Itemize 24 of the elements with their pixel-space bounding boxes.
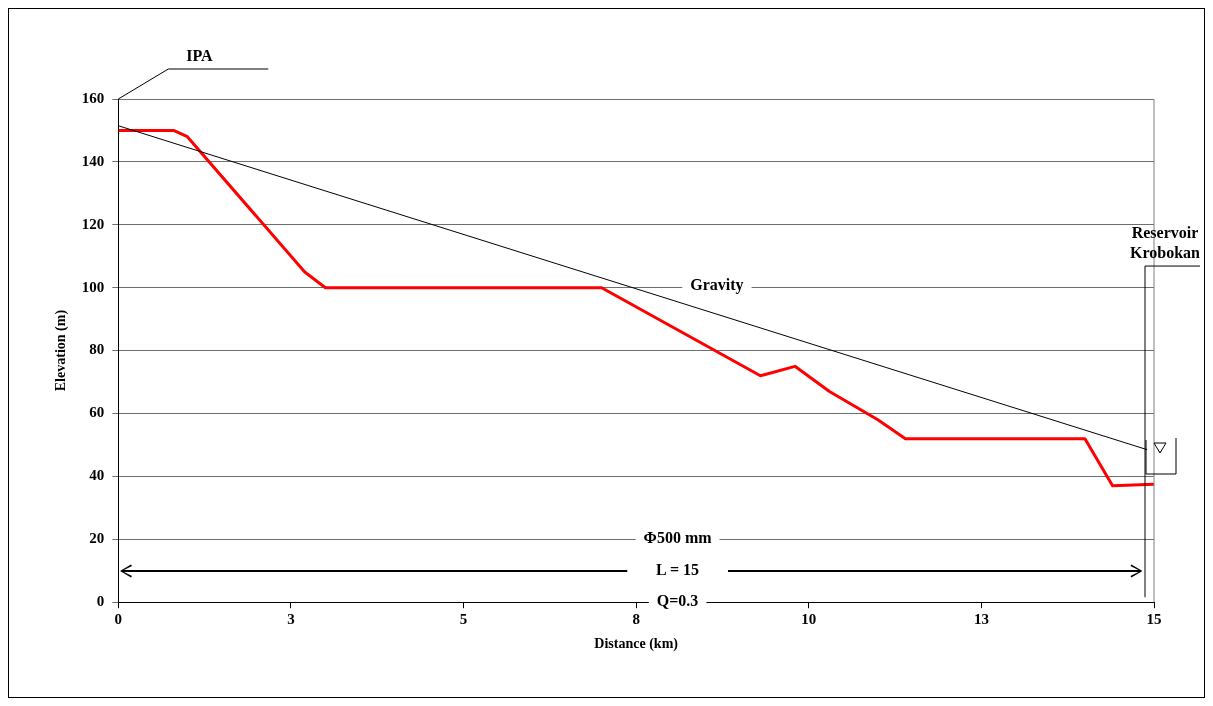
x-tick-label: 13 <box>973 611 989 628</box>
x-tick-label: 15 <box>1146 611 1162 628</box>
x-axis-title: Distance (km) <box>594 636 679 653</box>
text: IPA <box>186 47 214 65</box>
annotation: L = 15 <box>656 560 700 578</box>
y-tick-label: 0 <box>96 593 105 610</box>
annotation: Gravity <box>690 276 744 295</box>
x-tick-label: 3 <box>287 611 295 628</box>
annotation: Q=0.3 <box>656 592 699 610</box>
x-tick-label: 5 <box>459 611 468 628</box>
annotation: Reservoir Krobokan <box>1130 224 1201 262</box>
y-tick-label: 160 <box>81 89 105 106</box>
y-tick-label: 80 <box>89 341 105 358</box>
y-tick-label: 120 <box>81 215 105 232</box>
y-axis-title: Elevation (m) <box>53 309 70 392</box>
annotation: Φ500 mm <box>643 529 713 547</box>
x-tick-label: 10 <box>801 611 817 628</box>
x-tick-label: 0 <box>114 611 123 628</box>
y-tick-label: 100 <box>81 278 105 295</box>
y-tick-label: 40 <box>89 467 105 484</box>
x-tick-label: 8 <box>632 611 640 628</box>
y-tick-label: 140 <box>81 152 105 169</box>
y-tick-label: 20 <box>89 530 105 547</box>
y-tick-label: 60 <box>89 404 105 421</box>
